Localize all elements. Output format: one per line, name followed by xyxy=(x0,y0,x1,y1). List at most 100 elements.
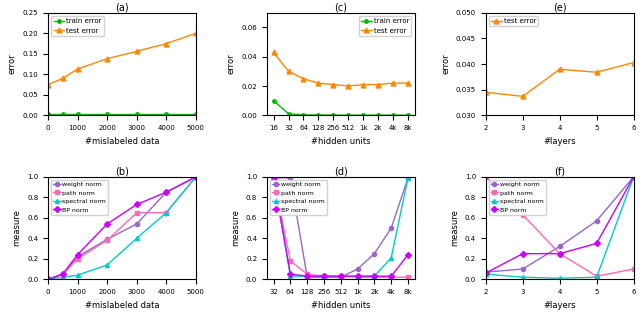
Line: weight norm: weight norm xyxy=(484,175,636,274)
BP norm xyxy=(303,274,311,278)
BP norm xyxy=(404,253,412,256)
Line: test error: test error xyxy=(45,31,198,87)
weight norm xyxy=(630,175,637,179)
Line: weight norm: weight norm xyxy=(271,176,410,279)
path norm xyxy=(371,275,378,279)
Y-axis label: measure: measure xyxy=(231,210,241,247)
path norm xyxy=(192,175,200,179)
train error xyxy=(192,113,200,117)
path norm xyxy=(404,275,412,279)
spectral norm xyxy=(59,275,67,279)
path norm xyxy=(133,211,141,215)
Y-axis label: measure: measure xyxy=(12,210,22,247)
Title: (b): (b) xyxy=(115,167,129,177)
BP norm xyxy=(519,252,527,256)
spectral norm xyxy=(593,275,600,279)
Line: test error: test error xyxy=(483,60,636,99)
spectral norm xyxy=(387,256,395,260)
test error xyxy=(482,90,490,94)
Legend: weight norm, path norm, spectral norm, BP norm: weight norm, path norm, spectral norm, B… xyxy=(270,180,327,214)
train error xyxy=(389,113,397,117)
BP norm xyxy=(630,175,637,179)
Line: path norm: path norm xyxy=(484,175,636,278)
BP norm xyxy=(556,252,563,256)
spectral norm xyxy=(44,277,52,281)
Legend: train error, test error: train error, test error xyxy=(359,16,412,36)
weight norm xyxy=(404,176,412,180)
BP norm xyxy=(287,272,294,276)
spectral norm xyxy=(482,272,490,276)
Legend: weight norm, path norm, spectral norm, BP norm: weight norm, path norm, spectral norm, B… xyxy=(51,180,108,214)
spectral norm xyxy=(556,276,563,280)
spectral norm xyxy=(404,176,412,180)
Y-axis label: error: error xyxy=(227,54,236,74)
test error xyxy=(556,67,563,71)
X-axis label: #mislabeled data: #mislabeled data xyxy=(84,300,159,309)
spectral norm xyxy=(133,236,141,240)
weight norm xyxy=(59,272,67,276)
Line: BP norm: BP norm xyxy=(484,175,636,275)
BP norm xyxy=(269,176,277,180)
test error xyxy=(285,69,292,73)
test error xyxy=(192,31,200,35)
BP norm xyxy=(163,190,170,194)
path norm xyxy=(354,275,362,279)
test error xyxy=(360,82,367,86)
Title: (c): (c) xyxy=(334,3,348,13)
spectral norm xyxy=(519,275,527,279)
test error xyxy=(404,81,412,85)
test error xyxy=(593,70,600,74)
spectral norm xyxy=(269,176,277,180)
BP norm xyxy=(192,175,200,179)
train error xyxy=(163,113,170,117)
weight norm xyxy=(371,252,378,256)
Line: path norm: path norm xyxy=(271,176,410,279)
test error xyxy=(519,94,527,98)
test error xyxy=(163,42,170,46)
path norm xyxy=(74,257,81,261)
spectral norm xyxy=(354,274,362,278)
spectral norm xyxy=(337,274,345,278)
path norm xyxy=(482,175,490,179)
train error xyxy=(330,113,337,117)
train error xyxy=(74,113,81,117)
Line: spectral norm: spectral norm xyxy=(46,175,198,281)
train error xyxy=(285,112,292,116)
Legend: train error, test error: train error, test error xyxy=(51,16,104,36)
Line: train error: train error xyxy=(272,99,410,117)
weight norm xyxy=(337,275,345,279)
weight norm xyxy=(556,245,563,248)
test error xyxy=(133,49,141,53)
weight norm xyxy=(103,238,111,241)
Line: spectral norm: spectral norm xyxy=(271,176,410,278)
weight norm xyxy=(387,226,395,230)
BP norm xyxy=(482,271,490,275)
spectral norm xyxy=(74,273,81,277)
test error xyxy=(44,82,52,86)
path norm xyxy=(59,272,67,276)
Line: BP norm: BP norm xyxy=(46,175,198,281)
path norm xyxy=(303,272,311,276)
X-axis label: #hidden units: #hidden units xyxy=(311,137,371,146)
test error xyxy=(344,84,352,88)
BP norm xyxy=(371,274,378,278)
Title: (d): (d) xyxy=(334,167,348,177)
weight norm xyxy=(303,275,311,279)
Line: train error: train error xyxy=(46,113,198,116)
train error xyxy=(404,113,412,117)
test error xyxy=(74,67,81,71)
Legend: weight norm, path norm, spectral norm, BP norm: weight norm, path norm, spectral norm, B… xyxy=(489,180,546,214)
spectral norm xyxy=(287,274,294,278)
Y-axis label: measure: measure xyxy=(450,210,459,247)
Title: (f): (f) xyxy=(554,167,565,177)
weight norm xyxy=(163,190,170,194)
BP norm xyxy=(354,274,362,278)
path norm xyxy=(103,239,111,242)
path norm xyxy=(630,267,637,271)
BP norm xyxy=(387,274,395,278)
Line: test error: test error xyxy=(271,50,410,89)
Title: (a): (a) xyxy=(115,3,129,13)
weight norm xyxy=(269,176,277,180)
train error xyxy=(59,113,67,117)
test error xyxy=(389,81,397,85)
